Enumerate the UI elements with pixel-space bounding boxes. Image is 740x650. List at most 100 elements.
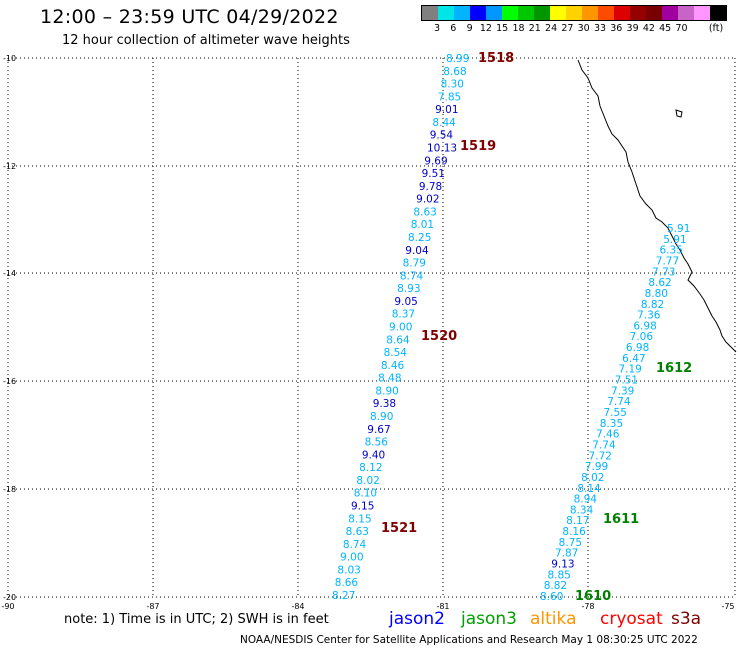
wave-height-label: 5.91 — [667, 223, 690, 235]
legend-tick: 21 — [528, 23, 541, 34]
legend-tick: 9 — [466, 23, 473, 34]
lon-label: -90 — [1, 602, 14, 611]
wave-height-label: 8.60 — [540, 591, 563, 603]
wave-height-label: 8.79 — [403, 258, 426, 270]
lat-label: -16 — [3, 377, 16, 386]
wave-height-label: 8.94 — [574, 494, 598, 506]
wave-height-label: 7.06 — [630, 331, 654, 343]
footer-note: note: 1) Time is in UTC; 2) SWH is in fe… — [64, 612, 329, 627]
satellite-name: altika — [530, 609, 577, 629]
lat-label: -20 — [3, 593, 16, 602]
wave-height-label: 8.48 — [378, 373, 401, 385]
wave-height-label: 8.63 — [346, 526, 369, 538]
wave-height-label: 8.90 — [370, 411, 393, 423]
legend-swatch — [630, 6, 646, 20]
legend-swatch — [582, 6, 598, 20]
legend-tick: 42 — [642, 23, 655, 34]
wave-height-label: 8.02 — [581, 472, 604, 484]
credit-line: NOAA/NESDIS Center for Satellite Applica… — [240, 634, 698, 646]
wave-height-label: 8.46 — [381, 360, 405, 372]
pass-number-label: 1610 — [575, 589, 611, 604]
legend-swatch — [710, 6, 726, 20]
wave-height-label: 9.15 — [351, 501, 374, 513]
wave-height-label: 7.72 — [589, 450, 612, 462]
wave-height-label: 8.14 — [577, 483, 601, 495]
legend-swatch — [486, 6, 502, 20]
wave-height-label: 7.19 — [618, 364, 641, 376]
pass-number-label: 1519 — [460, 139, 496, 154]
legend-unit: (ft) — [708, 23, 724, 34]
wave-height-label: 6.98 — [626, 342, 649, 354]
satellite-name: s3a — [671, 609, 702, 629]
pass-number-label: 1520 — [421, 329, 457, 344]
legend-tick: 12 — [479, 23, 492, 34]
wave-height-label: 9.00 — [389, 322, 412, 334]
legend-tick: 39 — [626, 23, 639, 34]
wave-height-label: 8.16 — [562, 526, 586, 538]
legend-tick: 70 — [675, 23, 688, 34]
legend-swatch — [550, 6, 566, 20]
wave-height-label: 6.35 — [660, 245, 683, 257]
legend-swatch — [566, 6, 582, 20]
west-track: 8.998.688.307.859.018.449.5410.139.699.5… — [332, 53, 469, 602]
wave-height-label: 8.56 — [365, 437, 389, 449]
wave-height-label: 8.25 — [408, 232, 431, 244]
lon-label: -87 — [146, 602, 159, 611]
wave-height-label: 7.55 — [604, 407, 627, 419]
wave-height-label: 9.51 — [422, 168, 445, 180]
color-swatches — [421, 5, 727, 21]
wave-height-label: 7.36 — [637, 310, 661, 322]
wave-height-label: 9.13 — [551, 559, 574, 571]
wave-height-label: 9.69 — [424, 155, 447, 167]
map-subtitle: 12 hour collection of altimeter wave hei… — [62, 33, 350, 48]
wave-height-label: 9.40 — [362, 449, 385, 461]
wave-height-label: 7.74 — [607, 396, 631, 408]
lon-label: -84 — [291, 602, 304, 611]
lat-label: -14 — [3, 269, 16, 278]
legend-swatch — [662, 6, 678, 20]
wave-height-label: 8.63 — [413, 206, 436, 218]
color-scale-ticks: 3 6 9 12 15 18 21 24 27 30 33 36 39 42 45 70 (ft) — [421, 21, 727, 35]
legend-swatch — [646, 6, 662, 20]
wave-height-label: 7.77 — [656, 255, 679, 267]
wave-height-label: 8.54 — [384, 347, 408, 359]
legend-tick: 24 — [545, 23, 558, 34]
wave-height-label: 8.02 — [356, 475, 379, 487]
pass-labels: 1518 1519 1520 1521 1612 1611 1610 — [381, 51, 692, 604]
lon-label: -75 — [721, 602, 734, 611]
legend-tick: 30 — [577, 23, 590, 34]
legend-tick: 27 — [561, 23, 574, 34]
wave-height-label: 8.12 — [359, 462, 382, 474]
wave-height-label: 8.44 — [432, 117, 456, 129]
legend-swatch — [534, 6, 550, 20]
wave-height-label: 9.01 — [435, 104, 458, 116]
lon-label: -78 — [581, 602, 594, 611]
east-track: 5.915.916.357.777.738.628.808.827.366.98… — [540, 223, 690, 603]
legend-swatch — [438, 6, 454, 20]
wave-height-label: 8.68 — [443, 66, 466, 78]
legend-swatch — [694, 6, 710, 20]
wave-height-label: 8.90 — [375, 385, 398, 397]
wave-height-label: 8.35 — [600, 418, 623, 430]
pass-number-label: 1518 — [478, 51, 514, 66]
satellite-name: jason2 — [389, 609, 445, 629]
wave-height-label: 7.46 — [596, 429, 620, 441]
wave-height-label: 7.99 — [585, 461, 608, 473]
map-title: 12:00 – 23:59 UTC 04/29/2022 — [40, 6, 339, 28]
lat-label: -18 — [3, 485, 16, 494]
legend-swatch — [598, 6, 614, 20]
wave-height-label: 10.13 — [427, 143, 457, 155]
wave-height-label: 8.85 — [547, 569, 570, 581]
wave-height-label: 7.39 — [611, 385, 634, 397]
legend-tick: 15 — [496, 23, 509, 34]
legend-swatch — [422, 6, 438, 20]
wave-height-label: 9.00 — [340, 552, 363, 564]
color-scale-legend: 3 6 9 12 15 18 21 24 27 30 33 36 39 42 45 70 (ft) — [421, 5, 727, 35]
wave-height-label: 8.66 — [335, 577, 359, 589]
wave-height-label: 8.37 — [392, 309, 415, 321]
wave-height-label: 9.05 — [394, 296, 417, 308]
wave-height-label: 5.91 — [663, 234, 686, 246]
pass-number-label: 1611 — [603, 512, 639, 527]
wave-height-label: 8.93 — [397, 283, 420, 295]
